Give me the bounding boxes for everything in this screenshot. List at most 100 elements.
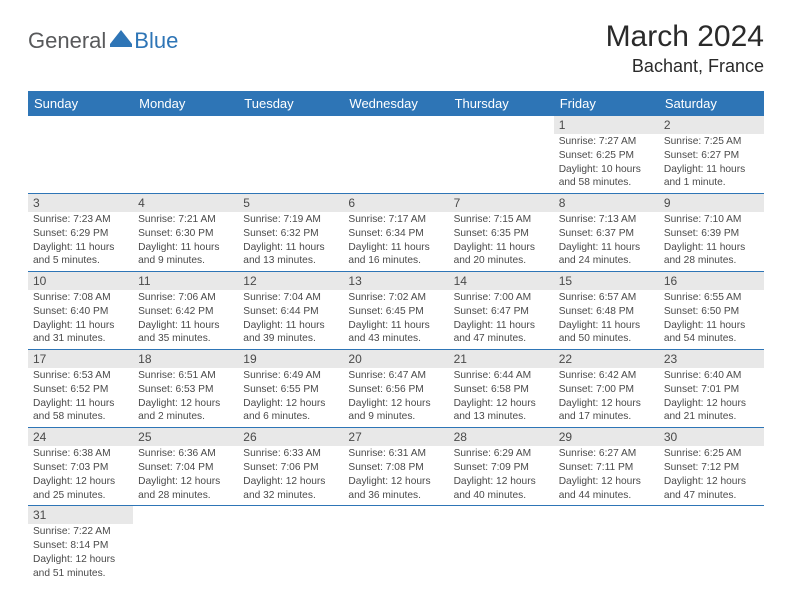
calendar-cell: 14Sunrise: 7:00 AMSunset: 6:47 PMDayligh… bbox=[449, 272, 554, 350]
calendar-row: 3Sunrise: 7:23 AMSunset: 6:29 PMDaylight… bbox=[28, 194, 764, 272]
calendar-cell bbox=[343, 506, 448, 584]
sunset-text: Sunset: 6:45 PM bbox=[348, 305, 443, 319]
sunrise-text: Sunrise: 6:49 AM bbox=[243, 369, 338, 383]
daylight-text: Daylight: 12 hours and 40 minutes. bbox=[454, 475, 549, 503]
sunset-text: Sunset: 6:27 PM bbox=[664, 149, 759, 163]
calendar-cell: 6Sunrise: 7:17 AMSunset: 6:34 PMDaylight… bbox=[343, 194, 448, 272]
sunset-text: Sunset: 7:00 PM bbox=[559, 383, 654, 397]
day-body: Sunrise: 7:23 AMSunset: 6:29 PMDaylight:… bbox=[28, 212, 133, 271]
day-body: Sunrise: 7:13 AMSunset: 6:37 PMDaylight:… bbox=[554, 212, 659, 271]
calendar-cell bbox=[449, 506, 554, 584]
day-number: 1 bbox=[554, 116, 659, 134]
calendar-cell: 13Sunrise: 7:02 AMSunset: 6:45 PMDayligh… bbox=[343, 272, 448, 350]
sunset-text: Sunset: 6:53 PM bbox=[138, 383, 233, 397]
daylight-text: Daylight: 11 hours and 1 minute. bbox=[664, 163, 759, 191]
day-number: 5 bbox=[238, 194, 343, 212]
calendar-cell: 2Sunrise: 7:25 AMSunset: 6:27 PMDaylight… bbox=[659, 116, 764, 194]
daylight-text: Daylight: 10 hours and 58 minutes. bbox=[559, 163, 654, 191]
daylight-text: Daylight: 11 hours and 24 minutes. bbox=[559, 241, 654, 269]
calendar-cell: 24Sunrise: 6:38 AMSunset: 7:03 PMDayligh… bbox=[28, 428, 133, 506]
sunset-text: Sunset: 7:03 PM bbox=[33, 461, 128, 475]
day-body: Sunrise: 7:10 AMSunset: 6:39 PMDaylight:… bbox=[659, 212, 764, 271]
title-block: March 2024 Bachant, France bbox=[606, 20, 764, 77]
sunrise-text: Sunrise: 7:27 AM bbox=[559, 135, 654, 149]
day-number: 24 bbox=[28, 428, 133, 446]
calendar-cell: 9Sunrise: 7:10 AMSunset: 6:39 PMDaylight… bbox=[659, 194, 764, 272]
calendar-cell bbox=[554, 506, 659, 584]
daylight-text: Daylight: 12 hours and 28 minutes. bbox=[138, 475, 233, 503]
sunrise-text: Sunrise: 7:17 AM bbox=[348, 213, 443, 227]
day-body: Sunrise: 7:17 AMSunset: 6:34 PMDaylight:… bbox=[343, 212, 448, 271]
calendar-cell: 3Sunrise: 7:23 AMSunset: 6:29 PMDaylight… bbox=[28, 194, 133, 272]
day-number: 21 bbox=[449, 350, 554, 368]
sunrise-text: Sunrise: 6:38 AM bbox=[33, 447, 128, 461]
daylight-text: Daylight: 11 hours and 39 minutes. bbox=[243, 319, 338, 347]
sunrise-text: Sunrise: 6:40 AM bbox=[664, 369, 759, 383]
daylight-text: Daylight: 11 hours and 43 minutes. bbox=[348, 319, 443, 347]
daylight-text: Daylight: 11 hours and 31 minutes. bbox=[33, 319, 128, 347]
daylight-text: Daylight: 12 hours and 6 minutes. bbox=[243, 397, 338, 425]
sunset-text: Sunset: 6:47 PM bbox=[454, 305, 549, 319]
daylight-text: Daylight: 11 hours and 5 minutes. bbox=[33, 241, 128, 269]
calendar-cell: 8Sunrise: 7:13 AMSunset: 6:37 PMDaylight… bbox=[554, 194, 659, 272]
weekday-header: Tuesday bbox=[238, 91, 343, 116]
day-body: Sunrise: 7:27 AMSunset: 6:25 PMDaylight:… bbox=[554, 134, 659, 193]
calendar-cell: 31Sunrise: 7:22 AMSunset: 8:14 PMDayligh… bbox=[28, 506, 133, 584]
day-body: Sunrise: 6:36 AMSunset: 7:04 PMDaylight:… bbox=[133, 446, 238, 505]
sunrise-text: Sunrise: 6:27 AM bbox=[559, 447, 654, 461]
calendar-cell: 12Sunrise: 7:04 AMSunset: 6:44 PMDayligh… bbox=[238, 272, 343, 350]
calendar-row: 1Sunrise: 7:27 AMSunset: 6:25 PMDaylight… bbox=[28, 116, 764, 194]
calendar-row: 24Sunrise: 6:38 AMSunset: 7:03 PM Dayligh… bbox=[28, 428, 764, 506]
flag-icon bbox=[110, 30, 132, 53]
day-number: 9 bbox=[659, 194, 764, 212]
day-number: 13 bbox=[343, 272, 448, 290]
weekday-header: Wednesday bbox=[343, 91, 448, 116]
sunrise-text: Sunrise: 7:02 AM bbox=[348, 291, 443, 305]
sunrise-text: Sunrise: 7:25 AM bbox=[664, 135, 759, 149]
daylight-text: Daylight: 12 hours and 21 minutes. bbox=[664, 397, 759, 425]
sunrise-text: Sunrise: 6:53 AM bbox=[33, 369, 128, 383]
day-body: Sunrise: 6:57 AMSunset: 6:48 PMDaylight:… bbox=[554, 290, 659, 349]
sunrise-text: Sunrise: 7:22 AM bbox=[33, 525, 128, 539]
daylight-text: Daylight: 12 hours and 47 minutes. bbox=[664, 475, 759, 503]
sunrise-text: Sunrise: 6:25 AM bbox=[664, 447, 759, 461]
sunset-text: Sunset: 6:40 PM bbox=[33, 305, 128, 319]
calendar-row: 10Sunrise: 7:08 AMSunset: 6:40 PMDayligh… bbox=[28, 272, 764, 350]
header: General Blue March 2024 Bachant, France bbox=[28, 20, 764, 77]
sunset-text: Sunset: 7:12 PM bbox=[664, 461, 759, 475]
daylight-text: Daylight: 11 hours and 9 minutes. bbox=[138, 241, 233, 269]
calendar-cell: 1Sunrise: 7:27 AMSunset: 6:25 PMDaylight… bbox=[554, 116, 659, 194]
day-body: Sunrise: 6:33 AMSunset: 7:06 PMDaylight:… bbox=[238, 446, 343, 505]
calendar-row: 31Sunrise: 7:22 AMSunset: 8:14 PMDayligh… bbox=[28, 506, 764, 584]
daylight-text: Daylight: 11 hours and 13 minutes. bbox=[243, 241, 338, 269]
daylight-text: Daylight: 11 hours and 20 minutes. bbox=[454, 241, 549, 269]
day-body: Sunrise: 6:53 AMSunset: 6:52 PMDaylight:… bbox=[28, 368, 133, 427]
day-number: 17 bbox=[28, 350, 133, 368]
day-number: 4 bbox=[133, 194, 238, 212]
day-number: 15 bbox=[554, 272, 659, 290]
day-number: 3 bbox=[28, 194, 133, 212]
sunset-text: Sunset: 6:48 PM bbox=[559, 305, 654, 319]
day-body: Sunrise: 7:06 AMSunset: 6:42 PMDaylight:… bbox=[133, 290, 238, 349]
sunset-text: Sunset: 6:37 PM bbox=[559, 227, 654, 241]
weekday-header: Sunday bbox=[28, 91, 133, 116]
daylight-text: Daylight: 12 hours and 17 minutes. bbox=[559, 397, 654, 425]
sunrise-text: Sunrise: 6:44 AM bbox=[454, 369, 549, 383]
day-body: Sunrise: 6:31 AMSunset: 7:08 PMDaylight:… bbox=[343, 446, 448, 505]
sunset-text: Sunset: 7:08 PM bbox=[348, 461, 443, 475]
sunset-text: Sunset: 6:42 PM bbox=[138, 305, 233, 319]
logo-text-general: General bbox=[28, 28, 106, 54]
calendar-cell: 27Sunrise: 6:31 AMSunset: 7:08 PMDayligh… bbox=[343, 428, 448, 506]
sunset-text: Sunset: 6:55 PM bbox=[243, 383, 338, 397]
day-body: Sunrise: 6:44 AMSunset: 6:58 PMDaylight:… bbox=[449, 368, 554, 427]
calendar-cell: 7Sunrise: 7:15 AMSunset: 6:35 PMDaylight… bbox=[449, 194, 554, 272]
daylight-text: Daylight: 11 hours and 28 minutes. bbox=[664, 241, 759, 269]
sunrise-text: Sunrise: 6:57 AM bbox=[559, 291, 654, 305]
weekday-header: Friday bbox=[554, 91, 659, 116]
sunrise-text: Sunrise: 7:23 AM bbox=[33, 213, 128, 227]
sunrise-text: Sunrise: 6:47 AM bbox=[348, 369, 443, 383]
calendar-cell bbox=[133, 506, 238, 584]
day-number: 7 bbox=[449, 194, 554, 212]
sunset-text: Sunset: 6:52 PM bbox=[33, 383, 128, 397]
calendar-cell: 16Sunrise: 6:55 AMSunset: 6:50 PMDayligh… bbox=[659, 272, 764, 350]
